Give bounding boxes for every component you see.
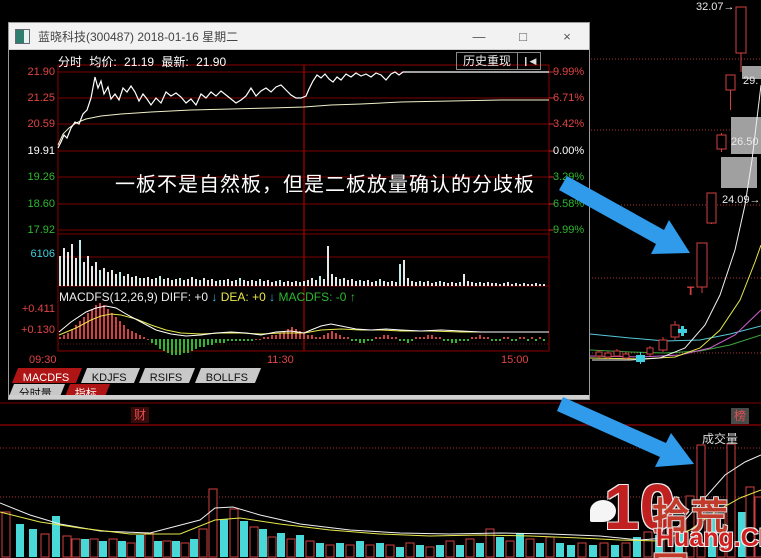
price-readout: 分时 均价: 21.19 最新: 21.90 (58, 53, 230, 70)
tab-rsifs[interactable]: RSIFS (139, 368, 196, 384)
macd-axis-label: +0.411 (21, 303, 55, 315)
window-bottom-edge (9, 395, 589, 399)
tab-macdfs[interactable]: MACDFS (11, 368, 83, 384)
history-replay-button[interactable]: 历史重现 (456, 52, 519, 70)
mode-label: 分时 (58, 55, 83, 69)
time-label-open: 09:30 (29, 354, 57, 366)
time-label-close: 15:00 (501, 354, 529, 366)
axis-percent: 3.29% (553, 171, 585, 183)
history-replay-control[interactable]: 历史重现 ❙◀ (456, 52, 542, 70)
window-titlebar[interactable]: 蓝晓科技(300487) 2018-01-16 星期二 — □ × (9, 23, 589, 50)
maximize-button[interactable]: □ (519, 28, 527, 44)
axis-percent: 9.99% (553, 224, 585, 236)
app-icon (15, 28, 30, 44)
tab-kdjfs[interactable]: KDJFS (81, 368, 141, 384)
last-value: 21.90 (196, 55, 227, 69)
t-trade-marker: T (687, 284, 695, 298)
price-label-high: 32.07→ (696, 1, 735, 13)
last-label: 最新: (161, 55, 189, 69)
close-button[interactable]: × (563, 28, 571, 44)
up-arrow-icon: ↑ (349, 290, 356, 304)
section-label-cai[interactable]: 财 (131, 407, 150, 423)
down-arrow-icon: ↓ (211, 290, 218, 304)
watermark-number: 10 (604, 471, 676, 543)
volume-axis-label: 6106 (30, 248, 55, 260)
macd-readout: MACDFS(12,26,9) DIFF: +0 ↓ DEA: +0 ↓ MAC… (59, 290, 356, 304)
time-label-noon: 11:30 (267, 354, 294, 366)
price-label-2650: 26.50 (731, 136, 759, 148)
axis-percent: 0.00% (553, 145, 585, 157)
axis-price: 19.26 (27, 171, 55, 183)
axis-percent: 6.71% (553, 92, 585, 104)
chart-body: 分时 均价: 21.19 最新: 21.90 历史重现 ❙◀ 21.90 21.… (7, 50, 589, 400)
tab-label: BOLLFS (205, 372, 248, 384)
tab-bollfs[interactable]: BOLLFS (194, 368, 261, 384)
axis-price: 20.59 (27, 118, 55, 130)
price-label-29: 29. (743, 75, 759, 87)
axis-price: 19.91 (27, 145, 55, 157)
avg-label: 均价: (89, 55, 117, 69)
section-label-bang[interactable]: 榜 (731, 408, 750, 424)
tab-label: RSIFS (150, 372, 183, 384)
axis-percent: 3.42% (553, 118, 585, 130)
axis-price: 17.92 (27, 224, 55, 236)
price-label-2409: 24.09→ (722, 194, 761, 206)
window-title: 蓝晓科技(300487) 2018-01-16 星期二 (38, 29, 239, 44)
axis-percent: 9.99% (553, 66, 585, 78)
macd-name: MACDFS(12,26,9) (59, 290, 158, 304)
axis-price: 18.60 (27, 198, 55, 210)
minimize-button[interactable]: — (472, 28, 486, 44)
macd-value: MACDFS: -0 (278, 290, 347, 304)
avg-value: 21.19 (124, 55, 155, 69)
watermark-bubble-icon (590, 500, 616, 522)
down-arrow-icon: ↓ (269, 290, 276, 304)
analysis-annotation: 一板不是自然板，但是二板放量确认的分歧板 (115, 174, 535, 196)
indicator-tabs: MACDFS KDJFS RSIFS BOLLFS (11, 368, 263, 384)
watermark-site-url: Huang.CN (656, 524, 761, 552)
macd-diff: DIFF: +0 (161, 290, 209, 304)
volume-pane-title: 成交量 (702, 432, 739, 446)
axis-price: 21.90 (27, 66, 55, 78)
axis-percent: 6.58% (553, 198, 585, 210)
skip-to-start-icon[interactable]: ❙◀ (518, 52, 542, 70)
watermark-site-name: 拾荒网 (652, 496, 730, 558)
macd-axis-label: +0.130 (21, 324, 55, 336)
minute-chart-plot (57, 64, 554, 355)
macd-dea: DEA: +0 (220, 290, 266, 304)
stock-minute-chart-window[interactable]: 蓝晓科技(300487) 2018-01-16 星期二 — □ × 分时 均价:… (7, 22, 590, 400)
axis-price: 21.25 (27, 92, 55, 104)
